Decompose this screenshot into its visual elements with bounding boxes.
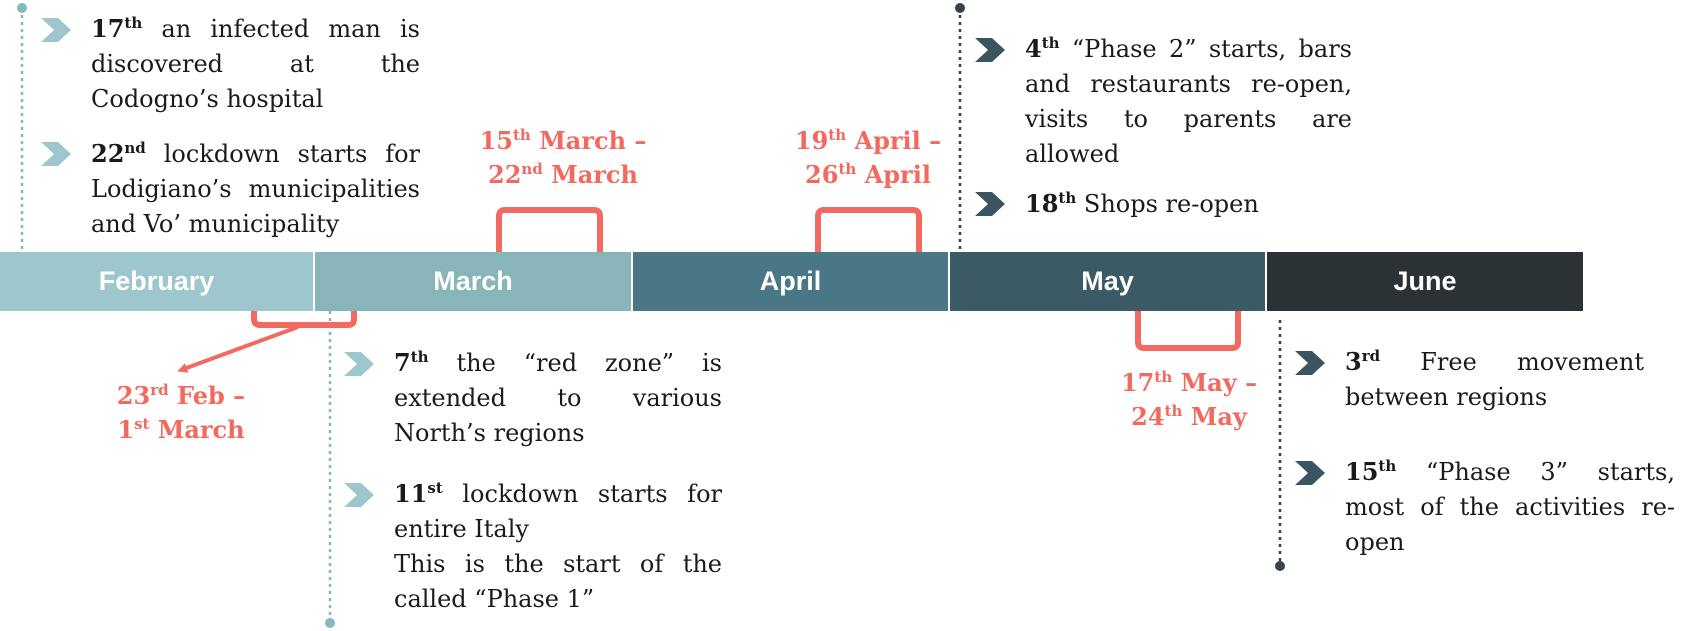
chevron-right-icon — [975, 38, 1005, 62]
event-text: the “red zone” is extended to various No… — [394, 349, 722, 447]
month-may: May — [950, 252, 1265, 311]
event-mar-7: 7th the “red zone” is extended to variou… — [394, 345, 722, 451]
event-day-suffix: th — [1378, 457, 1397, 475]
event-text: “Phase 3” starts, most of the activities… — [1345, 458, 1675, 556]
event-day-suffix: th — [1041, 34, 1060, 52]
chevron-right-icon — [344, 352, 374, 376]
event-day-suffix: rd — [1361, 347, 1381, 365]
event-day-suffix: th — [410, 348, 429, 366]
month-february: February — [0, 252, 313, 311]
may-connector-dot — [955, 3, 965, 13]
month-label: April — [759, 266, 822, 296]
range-label-march: 15th March – 22nd March — [479, 126, 647, 189]
event-text: an infected man is discovered at the Cod… — [91, 15, 420, 113]
event-day: 4 — [1025, 34, 1042, 63]
chevron-right-icon — [344, 483, 374, 507]
month-march: March — [315, 252, 631, 311]
event-day: 15 — [1345, 457, 1379, 486]
event-day-suffix: th — [1058, 189, 1077, 207]
month-june: June — [1267, 252, 1583, 311]
range-label-april: 19th April – 26th April — [794, 126, 942, 189]
range-label-may: 17th May – 24th May — [1120, 368, 1258, 431]
bracket-may — [1135, 300, 1241, 351]
event-jun-15: 15th “Phase 3” starts, most of the activ… — [1345, 454, 1675, 560]
event-text: “Phase 2” starts, bars and restaurants r… — [1025, 35, 1352, 168]
bracket-april — [815, 207, 922, 260]
chevron-right-icon — [975, 192, 1005, 216]
month-label: March — [433, 266, 513, 296]
chevron-right-icon — [41, 18, 71, 42]
chevron-right-icon — [41, 142, 71, 166]
event-day-suffix: th — [124, 14, 143, 32]
event-day: 18 — [1025, 189, 1059, 218]
event-feb-22: 22nd lockdown starts for Lodigiano’s mun… — [91, 136, 420, 242]
event-day: 3 — [1345, 347, 1362, 376]
month-label: February — [98, 266, 215, 296]
chevron-right-icon — [1295, 351, 1325, 375]
bracket-feb-mar-arrow — [177, 325, 299, 373]
range-label-feb-mar: 23rd Feb – 1st March — [116, 381, 246, 444]
event-text: Free movement between regions — [1345, 348, 1644, 411]
march-connector-dot — [325, 618, 335, 628]
event-mar-11: 11st lockdown starts for entire Italy Th… — [394, 476, 722, 617]
bracket-feb-mar — [251, 276, 357, 328]
event-day: 11 — [394, 479, 428, 508]
month-label: June — [1393, 266, 1457, 296]
event-day: 7 — [394, 348, 411, 377]
event-day: 22 — [91, 139, 125, 168]
february-connector-dot — [17, 3, 27, 13]
event-day-suffix: nd — [124, 139, 146, 157]
june-connector-dot — [1275, 561, 1285, 571]
event-note: This is the start of the called “Phase 1… — [394, 550, 722, 613]
event-text: lockdown starts for Lodigiano’s municipa… — [91, 140, 420, 238]
event-text: lockdown starts for entire Italy — [394, 480, 722, 543]
chevron-right-icon — [1295, 461, 1325, 485]
bracket-march — [496, 207, 603, 260]
event-text: Shops re-open — [1083, 190, 1259, 218]
event-feb-17: 17th an infected man is discovered at th… — [91, 11, 420, 117]
event-may-18: 18th Shops re-open — [1025, 186, 1352, 222]
event-day-suffix: st — [427, 479, 443, 497]
month-label: May — [1081, 266, 1134, 296]
event-jun-3: 3rd Free movement between regions — [1345, 344, 1644, 415]
month-april: April — [633, 252, 948, 311]
event-may-4: 4th “Phase 2” starts, bars and restauran… — [1025, 31, 1352, 172]
event-day: 17 — [91, 14, 125, 43]
